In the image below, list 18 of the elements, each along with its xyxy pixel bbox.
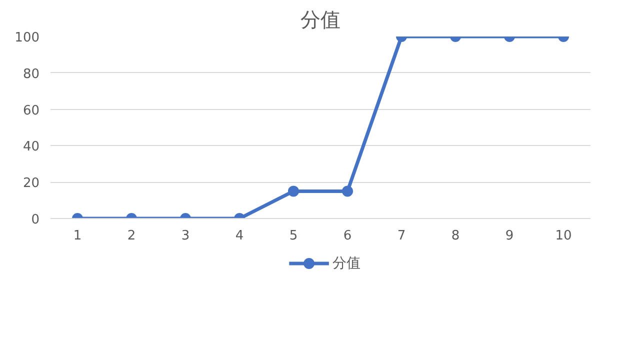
y-tick-label: 60 — [22, 103, 40, 118]
x-tick-label: 4 — [235, 228, 244, 244]
y-tick-label: 100 — [14, 30, 40, 46]
x-tick-label: 10 — [555, 228, 572, 244]
x-tick-label: 8 — [451, 228, 460, 244]
chart-title: 分值 — [300, 8, 340, 32]
y-tick-label: 40 — [22, 140, 40, 155]
legend-label: 分值 — [332, 256, 360, 272]
y-tick-label: 80 — [22, 66, 40, 82]
x-tick-label: 1 — [73, 228, 82, 244]
x-tick-label: 3 — [181, 228, 190, 244]
x-tick-label: 6 — [343, 228, 352, 244]
y-tick-label: 0 — [31, 212, 40, 228]
x-tick-label: 2 — [127, 228, 136, 244]
x-tick-label: 9 — [505, 228, 514, 244]
y-tick-label: 20 — [22, 176, 40, 192]
x-tick-label: 5 — [289, 228, 298, 244]
x-tick-label: 7 — [397, 228, 406, 244]
